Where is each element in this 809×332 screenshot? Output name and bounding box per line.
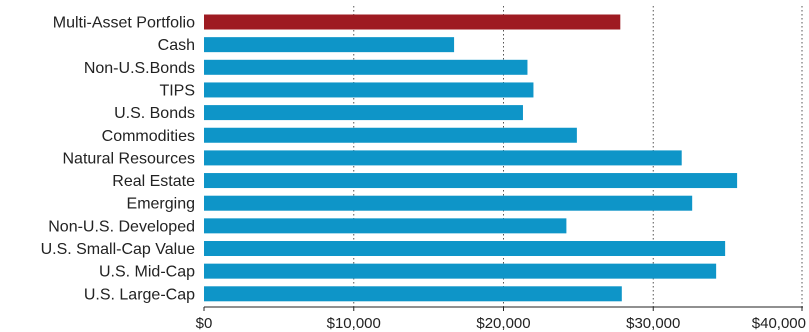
category-label: Cash — [158, 37, 195, 54]
bars — [204, 14, 738, 302]
tick-label: $0 — [196, 315, 213, 332]
category-labels: Multi-Asset Portfolio Cash Non-U.S.Bonds TI… — [41, 15, 196, 304]
category-label: Non-U.S. Developed — [48, 218, 195, 235]
bar — [204, 195, 693, 211]
category-label: Commodities — [102, 128, 195, 145]
tick-label: $30,000 — [626, 315, 680, 332]
category-label: Multi-Asset Portfolio — [53, 15, 195, 32]
bar — [204, 173, 738, 189]
category-label: U.S. Bonds — [114, 105, 195, 122]
bar — [204, 37, 455, 53]
category-label: TIPS — [159, 82, 195, 99]
category-label: U.S. Large-Cap — [84, 286, 195, 303]
bar — [204, 82, 534, 98]
category-label: U.S. Mid-Cap — [99, 264, 195, 281]
category-label: Emerging — [127, 196, 195, 213]
tick-label: $10,000 — [327, 315, 381, 332]
category-label: Real Estate — [112, 173, 195, 190]
tick-label: $40,000 — [752, 315, 806, 332]
bar — [204, 241, 726, 256]
bar — [204, 14, 621, 30]
bar — [204, 286, 622, 302]
bar — [204, 59, 528, 75]
bar — [204, 263, 717, 279]
bar — [204, 150, 682, 166]
tick-label: $20,000 — [476, 315, 530, 332]
category-label: U.S. Small-Cap Value — [41, 241, 196, 258]
category-label: Non-U.S.Bonds — [84, 60, 195, 77]
category-label: Natural Resources — [63, 150, 196, 167]
bar — [204, 127, 577, 143]
bar — [204, 105, 523, 121]
x-axis: $0 $10,000 $20,000 $30,000 $40,000 — [196, 306, 806, 332]
bar — [204, 218, 567, 234]
